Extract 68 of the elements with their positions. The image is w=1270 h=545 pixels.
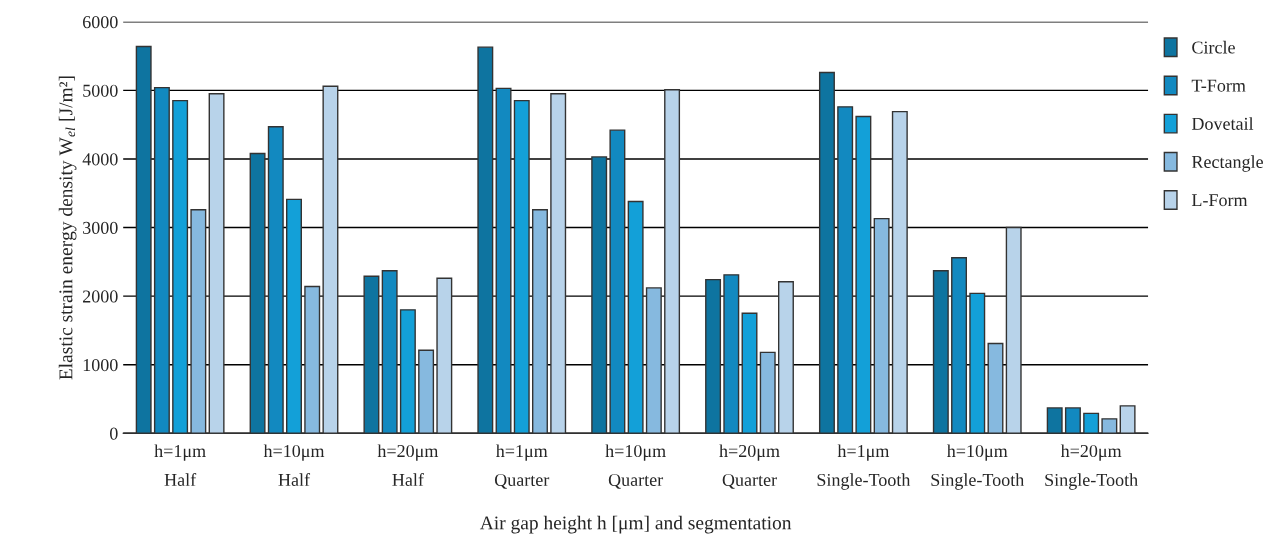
bar [477,46,494,434]
bar [1101,418,1118,434]
bar [399,309,416,434]
bar [1083,412,1100,434]
y-tick-label: 0 [109,427,118,440]
bar [1005,226,1022,434]
bar [932,270,949,434]
bar [818,71,835,434]
bar [969,292,986,434]
bar [249,152,266,434]
legend-label: T-Form [1191,79,1246,92]
x-tick-label: h=1μm Half [154,444,206,487]
bar [705,278,722,434]
bar [1064,407,1081,434]
bar [723,274,740,434]
bar [208,93,225,434]
bar [1119,405,1136,434]
bar [495,87,512,434]
x-tick-label: h=10μm Half [263,444,325,487]
bar [609,129,626,434]
legend-label: L-Form [1191,194,1248,207]
bar [322,85,339,434]
bar [363,275,380,434]
bar [951,257,968,434]
bar [891,110,908,434]
bar [741,312,758,434]
y-tick-label: 4000 [82,153,118,166]
bar [873,217,890,434]
bar [550,93,567,434]
bar [267,126,284,434]
bar [418,349,435,434]
bar [645,287,662,434]
bar [513,99,530,434]
bar [135,45,152,434]
x-tick-label: h=1μm Quarter [494,444,550,489]
bar [436,277,453,434]
bar [172,99,189,434]
bar [1046,407,1063,434]
y-axis-title: Elastic strain energy density W$_{el}$ [J/m²] [58,76,77,380]
legend-label: Circle [1192,40,1235,54]
x-tick-label: h=10μm Quarter [605,444,666,489]
bar [531,209,548,434]
bar [286,198,302,434]
bar [664,88,681,434]
bar [190,209,207,434]
x-tick-label: h=10μm Single-Tooth [931,444,1025,490]
y-tick-label: 2000 [83,290,118,303]
x-tick-label: h=20μm Quarter [719,444,780,489]
x-tick-label: h=1μm Single-Tooth [817,444,911,490]
bar [153,86,170,434]
bar [381,270,398,434]
y-tick-label: 5000 [83,84,118,97]
bar [987,342,1004,434]
bar [777,281,794,434]
x-tick-label: h=20μm Single-Tooth [1045,444,1138,490]
bar [837,106,854,434]
legend-label: Dovetail [1191,117,1254,130]
x-tick-label: h=20μm Half [377,444,439,487]
bar [591,156,608,434]
bar [759,351,776,434]
y-tick-label: 6000 [82,16,118,29]
bar [627,200,644,434]
y-tick-label: 3000 [83,221,118,234]
bar [855,115,872,434]
legend-label: Rectangle [1191,155,1263,172]
x-axis-title: Air gap height h [μm] and segmentation [479,515,792,534]
y-tick-label: 1000 [83,358,118,372]
bar [304,285,321,434]
